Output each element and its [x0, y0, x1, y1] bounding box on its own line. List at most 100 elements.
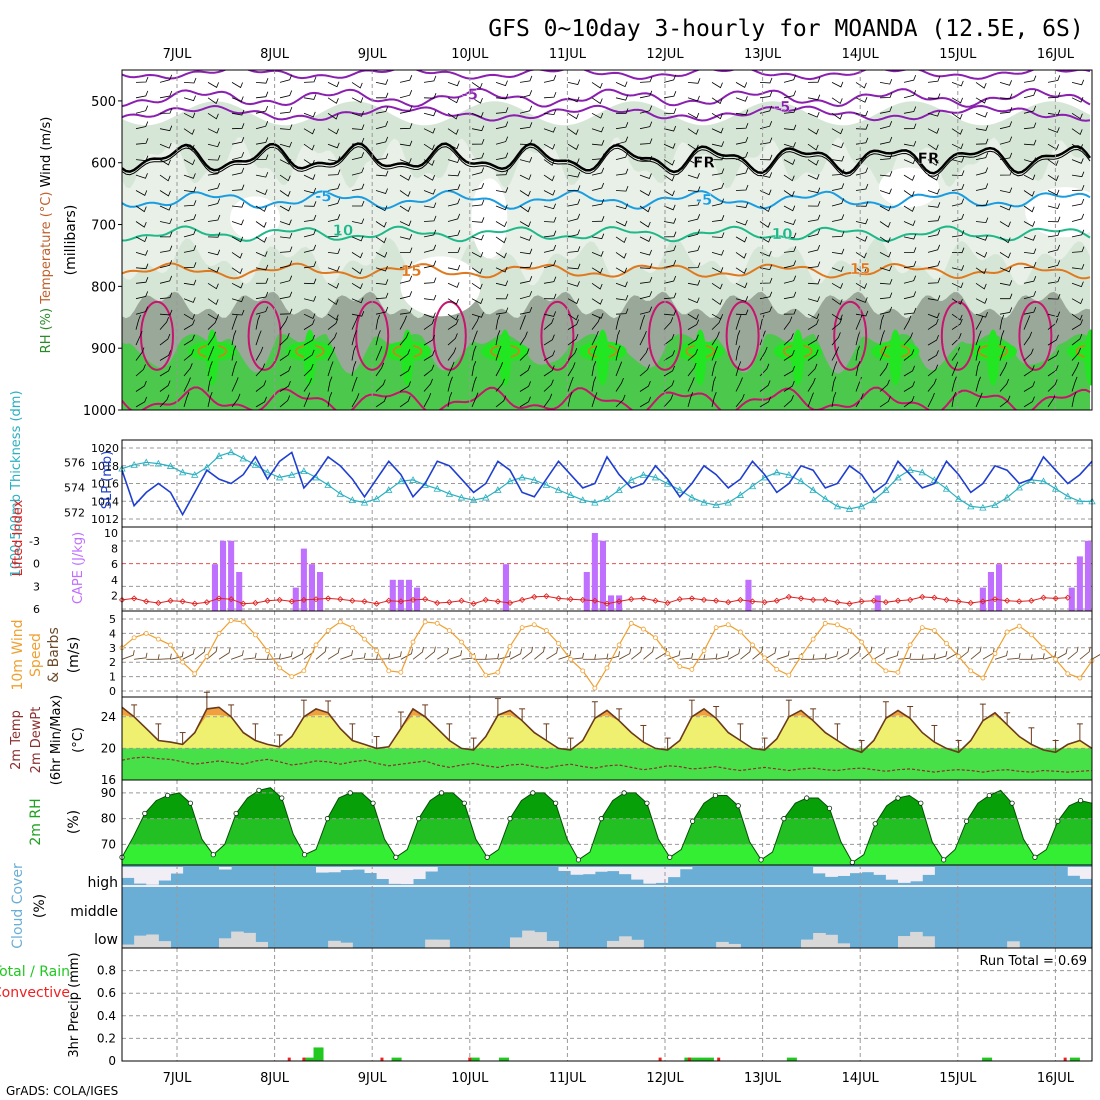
- wind-barb: [375, 236, 387, 244]
- wind-barb: [351, 124, 365, 130]
- wind-barb: [159, 204, 172, 211]
- wind-barb: [543, 230, 557, 238]
- low-cloud-block: [534, 932, 547, 948]
- lifted-index-point: [834, 599, 841, 606]
- wind-barb: [591, 361, 597, 377]
- lifted-index-point: [446, 599, 453, 606]
- wind-barb: [303, 296, 317, 302]
- middle-layer-divider: [122, 885, 1092, 887]
- wind-barb: [927, 215, 941, 222]
- wind-barb: [639, 330, 647, 346]
- cloud-panel: high middle low Cloud Cover (%): [10, 863, 1093, 949]
- precip-total-bar: [703, 1057, 714, 1061]
- chart-title: GFS 0~10day 3-hourly for MOANDA (12.5E, …: [488, 16, 1083, 42]
- wind-barb: [255, 330, 262, 346]
- wind-barb: [831, 298, 843, 306]
- wind-barb: [1023, 261, 1037, 269]
- high-cloud-gap: [898, 867, 911, 883]
- wind-barb: [1023, 331, 1033, 346]
- rh-point: [393, 854, 399, 860]
- wind-barb: [399, 123, 413, 130]
- lifted-index-point: [470, 600, 477, 607]
- cape-bar: [616, 595, 623, 611]
- wind-barb: [135, 121, 149, 130]
- wind-barb: [927, 334, 939, 346]
- wind-barb: [1000, 293, 1013, 300]
- lifted-index-point: [579, 596, 586, 603]
- wind-barb: [951, 183, 965, 191]
- wind-barb: [951, 80, 964, 87]
- p6-ylabel-a: 2m RH: [28, 798, 44, 845]
- wind-barb: [375, 153, 389, 160]
- wind-speed-point: [386, 668, 392, 674]
- wind-barb: [927, 318, 939, 330]
- wind-barb: [1047, 334, 1059, 346]
- wind-barb-10m: [1067, 646, 1079, 660]
- cape-lifted-panel: -3 0 3 6 2 4 6 8 10 Lifted Index CAPE (J/kg): [11, 499, 1093, 616]
- bottom-day-label-8JUL: 8JUL: [260, 1071, 290, 1086]
- wind-barb-10m: [594, 653, 609, 660]
- wind-barb: [567, 171, 581, 178]
- bottom-day-label-15JUL: 15JUL: [939, 1071, 977, 1086]
- high-cloud-gap: [122, 867, 135, 878]
- lifted-index-point: [773, 597, 780, 604]
- wind-barb: [639, 236, 652, 242]
- thickness-point: [518, 473, 526, 481]
- high-cloud-gap: [219, 867, 232, 870]
- wind-barb: [1047, 379, 1058, 392]
- wind-barb: [159, 317, 169, 330]
- wind-barb: [279, 380, 291, 392]
- wind-barb: [999, 136, 1013, 145]
- wind-barb: [207, 298, 219, 306]
- wind-barb-10m: [1031, 653, 1045, 660]
- wind-barb: [471, 97, 483, 104]
- low-cloud-block: [631, 939, 644, 948]
- lifted-index-point: [943, 596, 950, 603]
- wind-barb: [1071, 229, 1085, 238]
- wind-barb: [375, 188, 388, 194]
- top-day-label-13JUL: 13JUL: [744, 47, 782, 62]
- contour-20-loop: [833, 300, 868, 371]
- wind-barb: [879, 278, 893, 285]
- wind-barb: [327, 183, 341, 191]
- rh-point: [735, 803, 741, 809]
- p2-ylabel-left: 1000-500mb Thickness (dm): [9, 390, 24, 577]
- wind-barb: [855, 137, 869, 145]
- wind-barb: [831, 198, 845, 207]
- wind-barb: [399, 220, 412, 227]
- wind-barb: [183, 392, 190, 408]
- wind-speed-point: [628, 620, 634, 626]
- wind-barb: [903, 174, 915, 181]
- wind-barb: [783, 275, 797, 284]
- wind-barb: [855, 315, 863, 330]
- wind-barb: [975, 82, 987, 89]
- thickness-point: [554, 486, 563, 493]
- wind-barb-10m: [958, 646, 970, 660]
- rh-point: [438, 790, 445, 796]
- wind-barb: [1047, 143, 1059, 150]
- p1-ytick-500: 500: [91, 95, 116, 110]
- lifted-index-point: [919, 593, 926, 600]
- wind-barb: [879, 78, 893, 85]
- low-cloud-block: [219, 938, 232, 948]
- wind-barb: [423, 127, 436, 134]
- wind-barb: [351, 345, 357, 361]
- wind-barb-10m: [158, 653, 172, 660]
- wind-barb: [375, 106, 389, 114]
- low-cloud-block: [716, 941, 729, 948]
- wind-barb: [135, 380, 147, 392]
- wind-barb-10m: [813, 653, 827, 660]
- wind-barb: [879, 292, 893, 300]
- wind-barb: [735, 345, 741, 361]
- wind-barb: [135, 250, 148, 256]
- rh-point: [210, 852, 216, 858]
- p1-ytick-1000: 1000: [83, 404, 116, 419]
- wind-barb: [255, 291, 269, 300]
- wind-barb: [399, 140, 413, 147]
- wind-barb: [183, 200, 197, 207]
- wind-barb: [783, 316, 793, 330]
- wind-barb: [160, 231, 173, 238]
- wind-barb: [183, 159, 196, 166]
- wind-barb: [927, 93, 941, 99]
- wind-barb-10m: [740, 646, 752, 660]
